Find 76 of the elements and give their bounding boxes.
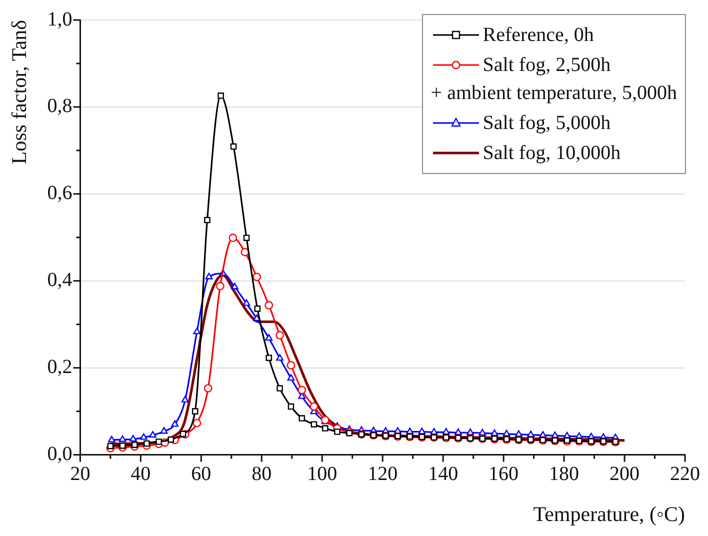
point bbox=[216, 282, 224, 290]
x-tick-label: 120 bbox=[368, 463, 398, 486]
legend-label: Salt fog, 2,500h + ambient temperature, 5,000h bbox=[430, 53, 677, 106]
point bbox=[118, 435, 126, 442]
x-tick-label: 160 bbox=[488, 463, 519, 486]
point bbox=[131, 442, 138, 448]
point bbox=[310, 421, 318, 428]
point bbox=[502, 430, 510, 436]
point bbox=[514, 430, 522, 437]
y-tick-label: 0,2 bbox=[47, 356, 72, 378]
point bbox=[160, 427, 168, 434]
y-tick-label: 0,6 bbox=[47, 182, 72, 204]
point bbox=[442, 428, 450, 435]
point bbox=[490, 429, 498, 436]
x-tick-label: 80 bbox=[252, 463, 272, 486]
point bbox=[334, 428, 340, 435]
point bbox=[298, 386, 306, 394]
y-tick-label: 1,0 bbox=[47, 8, 72, 30]
point bbox=[266, 354, 272, 361]
y-axis-title: Loss factor, Tanδ bbox=[7, 20, 32, 164]
point bbox=[418, 428, 426, 434]
x-tick-label: 40 bbox=[130, 463, 151, 486]
point bbox=[181, 396, 189, 402]
point bbox=[231, 282, 238, 290]
point bbox=[192, 418, 202, 428]
point bbox=[254, 306, 261, 312]
point bbox=[205, 272, 213, 280]
point bbox=[454, 428, 462, 436]
y-tick-label: 0,4 bbox=[47, 269, 72, 292]
point bbox=[466, 428, 474, 436]
point bbox=[129, 434, 137, 442]
x-tick-label: 180 bbox=[549, 463, 580, 486]
point bbox=[276, 354, 284, 361]
x-tick-label: 220 bbox=[670, 463, 700, 486]
point bbox=[298, 415, 306, 422]
legend-label: Salt fog, 5,000h bbox=[482, 111, 611, 136]
point bbox=[478, 428, 486, 436]
point bbox=[204, 384, 212, 392]
point bbox=[171, 420, 179, 427]
point bbox=[230, 143, 237, 150]
point bbox=[288, 403, 294, 410]
point bbox=[193, 328, 201, 334]
point bbox=[287, 374, 295, 381]
point bbox=[144, 440, 150, 447]
point bbox=[156, 438, 162, 445]
point bbox=[276, 331, 284, 340]
point bbox=[276, 385, 283, 392]
point bbox=[228, 234, 238, 242]
point bbox=[107, 442, 114, 450]
point bbox=[310, 402, 318, 411]
legend-label: Salt fog, 10,000h bbox=[482, 141, 621, 166]
x-tick-label: 20 bbox=[70, 463, 90, 486]
point bbox=[204, 216, 210, 224]
point bbox=[218, 92, 224, 99]
x-tick-label: 60 bbox=[191, 463, 212, 486]
point bbox=[108, 436, 116, 442]
x-axis-title: Temperature, (◦C) bbox=[533, 502, 685, 526]
point bbox=[286, 361, 296, 370]
point bbox=[168, 436, 174, 443]
x-tick-label: 140 bbox=[428, 463, 458, 486]
point bbox=[264, 301, 274, 310]
point bbox=[119, 442, 126, 449]
point bbox=[242, 299, 250, 306]
point bbox=[140, 433, 148, 440]
point bbox=[265, 334, 273, 341]
y-tick-label: 0,8 bbox=[47, 95, 72, 118]
point bbox=[192, 408, 198, 414]
point bbox=[149, 431, 156, 438]
point bbox=[243, 234, 250, 241]
legend-label: Reference, 0h bbox=[482, 23, 594, 48]
point bbox=[252, 272, 261, 282]
x-tick-label: 100 bbox=[307, 463, 338, 486]
point bbox=[322, 425, 328, 432]
x-tick-label: 200 bbox=[610, 463, 640, 486]
y-tick-label: 0,0 bbox=[47, 443, 72, 466]
point bbox=[180, 430, 186, 438]
